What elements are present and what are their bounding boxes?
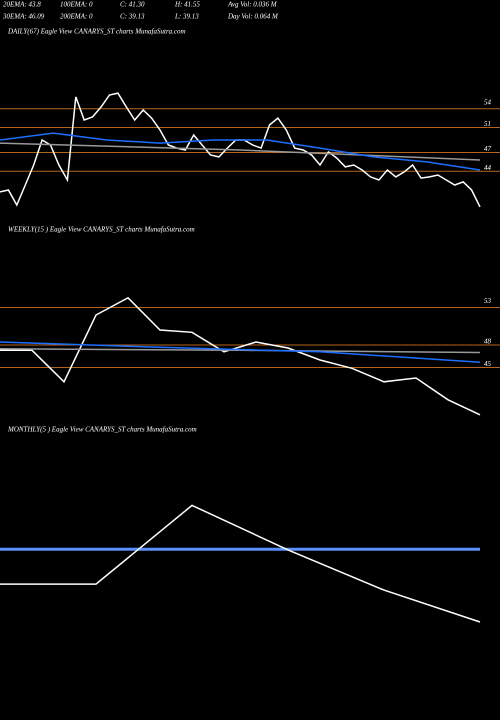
y-tick-label: 47 [484, 145, 492, 153]
y-tick-label: 48 [484, 338, 492, 346]
header-stat: C: 41.30 [120, 1, 145, 9]
header-stat: 100EMA: 0 [60, 1, 93, 9]
panel-title: MONTHLY(5 ) Eagle View CANARYS_ST charts… [7, 426, 197, 434]
header-stat: C: 39.13 [120, 13, 145, 21]
y-tick-label: 44 [484, 164, 492, 172]
series-line [0, 142, 481, 161]
header-stat: Avg Vol: 0.036 M [227, 1, 278, 9]
y-tick-label: 54 [484, 98, 492, 106]
series-line [0, 296, 481, 416]
panel-title: WEEKLY(15 ) Eagle View CANARYS_ST charts… [8, 226, 195, 234]
header-stat: 30EMA: 46.09 [2, 13, 45, 21]
series-line [0, 504, 481, 623]
header-stat: Day Vol: 0.064 M [227, 13, 279, 21]
header-stat: 20EMA: 43.8 [3, 1, 41, 9]
header-stat: L: 39.13 [174, 13, 199, 21]
y-tick-label: 45 [484, 360, 492, 368]
series-line [0, 132, 481, 171]
header-stat: 200EMA: 0 [60, 13, 93, 21]
panel-title: DAILY(67) Eagle View CANARYS_ST charts M… [7, 28, 186, 36]
y-tick-label: 51 [484, 120, 491, 128]
y-tick-label: 53 [484, 297, 492, 305]
header-stat: H: 41.55 [174, 1, 200, 9]
series-line [0, 341, 481, 364]
